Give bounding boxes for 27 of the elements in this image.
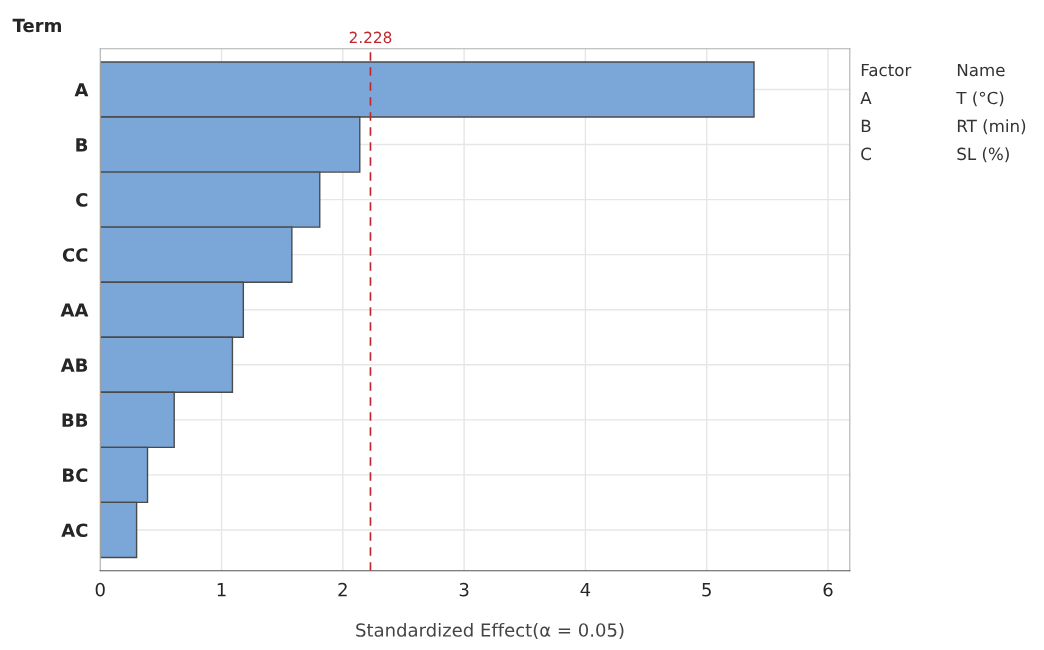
x-tick-label: 1 (217, 583, 226, 597)
y-tick-label: C (76, 193, 88, 207)
text: SL (%) (957, 147, 1009, 163)
text: C (861, 147, 871, 161)
y-tick-label: A (74, 83, 89, 97)
x-tick-label: 3 (459, 582, 469, 597)
y-tick-label: B (76, 138, 88, 152)
y-tick-label: AB (60, 358, 88, 372)
y-tick-label: BB (62, 413, 88, 427)
x-tick-label: 0 (95, 582, 105, 597)
y-axis-title: Term (12, 18, 61, 33)
text: Factor (861, 63, 912, 77)
y-tick-label: BC (63, 468, 88, 483)
x-tick-label: 5 (702, 583, 711, 597)
text: A (860, 91, 872, 105)
text: T (°C) (956, 91, 1004, 107)
x-tick-label: 2 (338, 582, 347, 597)
x-axis-title: Standardized Effect(α = 0.05) (356, 622, 624, 639)
y-tick-label: AC (61, 523, 88, 538)
text: B (861, 119, 871, 132)
ref-line-label: 2.228 (349, 31, 392, 44)
text: RT (min) (957, 119, 1026, 135)
x-tick-label: 6 (823, 582, 833, 597)
text: Name (957, 63, 1005, 77)
y-tick-label: CC (62, 248, 88, 262)
y-tick-label: AA (60, 303, 89, 317)
x-tick-label: 4 (580, 583, 591, 597)
